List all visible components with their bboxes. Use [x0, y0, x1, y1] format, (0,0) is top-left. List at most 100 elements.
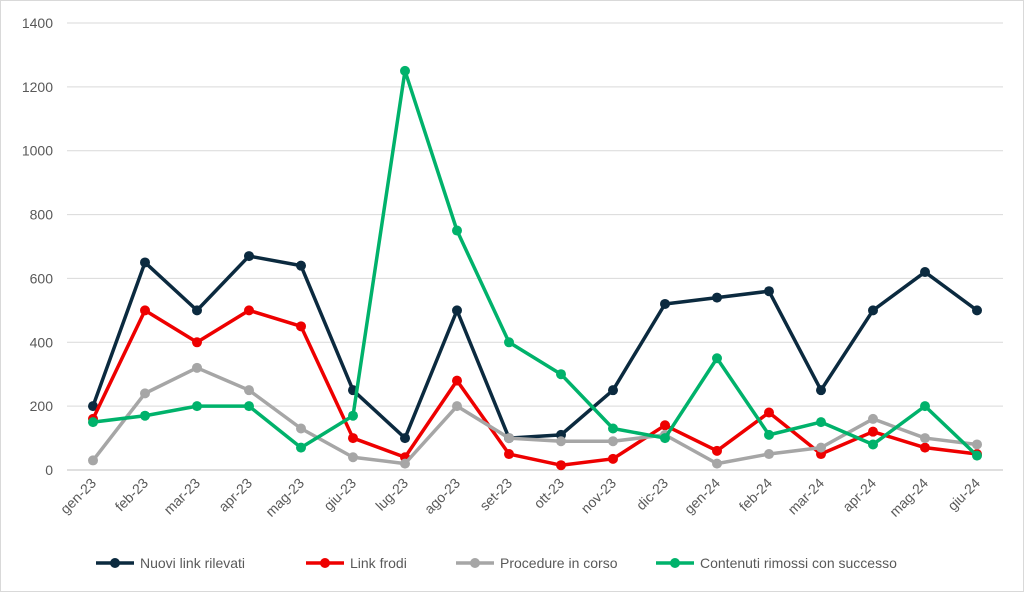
y-tick-labels: 0 200 400 600 800 1000 1200 1400: [22, 15, 53, 478]
y-tick-label: 400: [30, 334, 54, 350]
data-point: [764, 286, 774, 297]
x-tick-label: feb-23: [112, 475, 152, 515]
x-tick-label: feb-24: [736, 475, 776, 515]
series-line: [91, 69, 979, 458]
data-point: [972, 450, 982, 461]
data-point: [452, 225, 462, 236]
data-point: [920, 433, 930, 444]
x-tick-label: set-23: [476, 475, 515, 514]
legend-item: Nuovi link rilevati: [96, 555, 245, 571]
data-point: [244, 251, 254, 262]
y-tick-label: 800: [30, 207, 54, 223]
series-4: [88, 65, 982, 461]
x-tick-label: dic-23: [633, 475, 671, 513]
data-point: [296, 423, 306, 434]
x-tick-label: mar-24: [784, 475, 827, 518]
data-point: [608, 453, 618, 464]
data-point: [504, 433, 514, 444]
legend-item: Contenuti rimossi con successo: [656, 555, 897, 571]
x-tick-label: apr-23: [215, 475, 255, 515]
data-point: [296, 442, 306, 453]
x-tick-label: lug-23: [372, 475, 411, 514]
data-point: [140, 305, 150, 316]
data-point: [868, 413, 878, 424]
data-point: [244, 385, 254, 396]
legend-marker: [470, 558, 480, 568]
data-point: [296, 260, 306, 271]
data-point: [660, 420, 670, 431]
data-point: [192, 337, 202, 348]
data-point: [556, 436, 566, 447]
x-tick-label: gen-23: [57, 475, 99, 517]
legend-item: Link frodi: [306, 555, 407, 571]
y-tick-label: 1400: [22, 15, 53, 31]
data-point: [140, 410, 150, 421]
data-point: [192, 305, 202, 316]
data-point: [556, 460, 566, 471]
legend-label: Contenuti rimossi con successo: [700, 555, 897, 571]
x-tick-labels: gen-23 feb-23 mar-23 apr-23 mag-23 giu-23 lug-…: [57, 475, 983, 520]
x-tick-label: mag-24: [886, 475, 931, 520]
data-point: [244, 305, 254, 316]
data-point: [348, 452, 358, 463]
data-point: [140, 388, 150, 399]
data-point: [608, 423, 618, 434]
data-point: [556, 369, 566, 380]
data-point: [608, 385, 618, 396]
data-point: [712, 353, 722, 364]
data-point: [920, 267, 930, 278]
y-tick-label: 0: [45, 462, 53, 478]
data-point: [816, 385, 826, 396]
data-point: [192, 401, 202, 412]
y-tick-label: 1200: [22, 79, 53, 95]
data-point: [712, 292, 722, 303]
data-point: [868, 439, 878, 450]
x-tick-label: apr-24: [839, 475, 879, 515]
data-point: [764, 407, 774, 418]
data-point: [868, 305, 878, 316]
x-tick-label: giu-23: [320, 475, 359, 514]
data-point: [660, 298, 670, 309]
data-point: [192, 362, 202, 373]
x-tick-label: gen-24: [681, 475, 723, 517]
data-point: [452, 375, 462, 386]
data-point: [660, 433, 670, 444]
x-tick-label: mar-23: [160, 475, 203, 518]
data-point: [764, 449, 774, 460]
legend-label: Nuovi link rilevati: [140, 555, 245, 571]
data-point: [348, 433, 358, 444]
data-point: [140, 257, 150, 268]
data-point: [88, 417, 98, 428]
data-point: [816, 417, 826, 428]
y-tick-label: 1000: [22, 143, 53, 159]
data-point: [504, 337, 514, 348]
series-line: [91, 366, 979, 466]
series-lines: [88, 65, 982, 471]
data-point: [764, 429, 774, 440]
data-point: [816, 442, 826, 453]
series-line: [91, 254, 979, 440]
x-tick-label: ott-23: [530, 475, 567, 512]
y-tick-label: 200: [30, 398, 54, 414]
data-point: [348, 410, 358, 421]
legend: Nuovi link rilevati Link frodi Procedure i…: [96, 555, 897, 571]
series-2: [88, 305, 982, 471]
data-point: [400, 65, 410, 76]
data-point: [296, 321, 306, 332]
legend-marker: [110, 558, 120, 568]
legend-item: Procedure in corso: [456, 555, 618, 571]
data-point: [972, 305, 982, 316]
data-point: [504, 449, 514, 460]
data-point: [244, 401, 254, 412]
data-point: [452, 401, 462, 412]
legend-label: Link frodi: [350, 555, 407, 571]
data-point: [920, 401, 930, 412]
data-point: [88, 455, 98, 466]
series-3: [88, 362, 982, 469]
data-point: [712, 445, 722, 456]
x-tick-label: ago-23: [421, 475, 463, 517]
y-tick-label: 600: [30, 270, 54, 286]
data-point: [712, 458, 722, 469]
legend-marker: [670, 558, 680, 568]
